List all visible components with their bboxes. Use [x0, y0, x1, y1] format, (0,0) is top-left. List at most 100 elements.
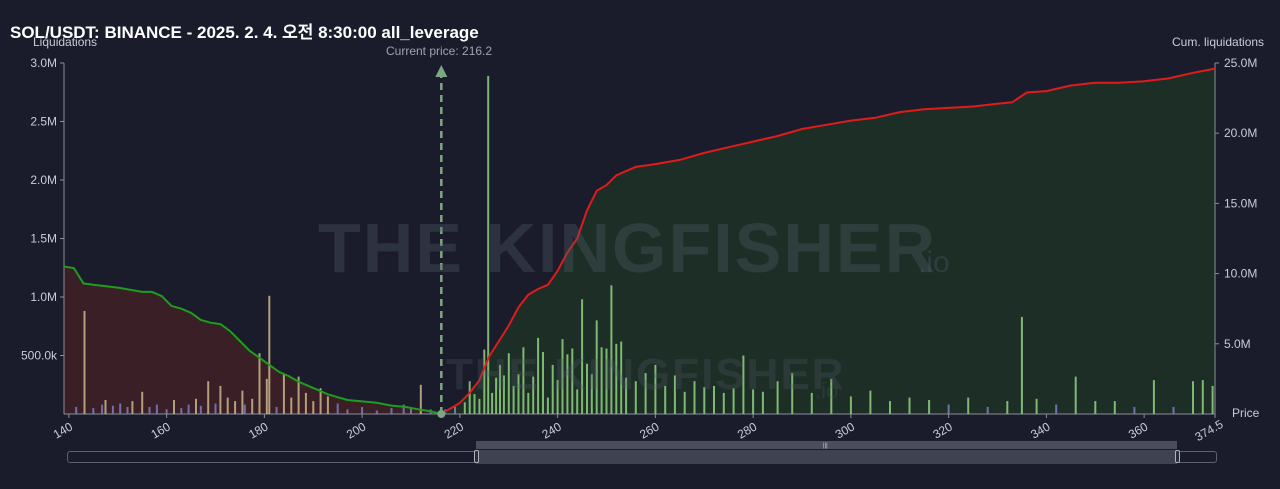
short-liquidation-bar	[527, 392, 530, 414]
x-axis-title: Price	[1232, 406, 1260, 420]
short-liquidation-bar	[512, 385, 515, 414]
long-liquidation-bar	[187, 404, 190, 414]
range-slider-window[interactable]	[476, 450, 1177, 464]
x-tick-label: 160	[148, 419, 173, 441]
short-liquidation-bar	[1006, 401, 1009, 414]
short-liquidation-bar	[620, 341, 623, 414]
short-liquidation-bar	[732, 388, 735, 414]
short-liquidation-bar	[1035, 398, 1038, 414]
long-liquidation-bar	[312, 401, 315, 414]
short-liquidation-bar	[566, 354, 569, 414]
range-slider-right-handle[interactable]	[1175, 450, 1180, 463]
range-slider-bar[interactable]	[476, 441, 1177, 449]
short-liquidation-bar	[776, 381, 779, 414]
short-liquidation-bar	[495, 377, 498, 414]
short-liquidation-bar	[693, 381, 696, 414]
long-liquidation-bar	[326, 396, 329, 414]
y2-tick-label: 20.0M	[1224, 126, 1257, 140]
short-liquidation-bar	[1113, 401, 1116, 414]
short-liquidation-bar	[673, 375, 676, 414]
long-liquidation-bar	[126, 407, 129, 414]
long-liquidation-bar	[241, 390, 244, 414]
x-tick-label: 280	[735, 419, 760, 441]
x-tick-label: 180	[246, 419, 271, 441]
short-liquidation-bar	[722, 392, 725, 414]
y-tick-label: 2.0M	[30, 173, 57, 187]
short-liquidation-bar	[947, 404, 950, 414]
long-liquidation-bar	[214, 403, 217, 414]
long-liquidation-bar	[304, 392, 307, 414]
long-liquidation-bar	[265, 378, 268, 414]
long-liquidation-bar	[226, 397, 229, 414]
x-tick-label: 260	[637, 419, 662, 441]
current-price-label: Current price: 216.2	[386, 44, 493, 58]
current-price-dot	[437, 410, 446, 418]
short-liquidation-bar	[542, 352, 544, 414]
long-liquidation-bar	[165, 409, 168, 414]
long-liquidation-bar	[390, 408, 393, 414]
long-liquidation-bar	[297, 376, 300, 414]
short-liquidation-bar	[654, 364, 657, 414]
short-liquidation-bar	[889, 401, 891, 414]
x-tick-label: 140	[51, 419, 76, 441]
short-liquidation-bar	[928, 400, 931, 414]
short-liquidation-bar	[561, 339, 564, 414]
short-liquidation-bar	[590, 374, 593, 414]
short-liquidation-bar	[752, 389, 755, 414]
y-tick-label: 1.0M	[30, 290, 57, 304]
short-liquidation-bar	[742, 355, 745, 414]
long-liquidation-bar	[243, 404, 246, 414]
short-liquidation-bar	[1152, 380, 1155, 414]
short-liquidation-bar	[551, 364, 554, 414]
long-liquidation-bar	[410, 407, 412, 414]
x-tick-label: 360	[1126, 419, 1151, 441]
long-liquidation-bar	[101, 404, 104, 414]
long-liquidation-bar	[131, 401, 134, 414]
long-liquidation-bar	[234, 401, 237, 414]
watermark-suffix-small: .io	[815, 378, 839, 403]
short-liquidation-bar	[664, 385, 667, 414]
long-liquidation-bar	[336, 403, 339, 414]
short-liquidation-bar	[1201, 380, 1204, 414]
short-liquidation-bar	[454, 407, 456, 414]
short-liquidation-bar	[761, 391, 764, 414]
range-slider-grip-icon[interactable]: |||	[823, 443, 828, 449]
short-liquidation-bar	[810, 392, 813, 414]
short-liquidation-bar	[468, 381, 471, 414]
long-liquidation-bar	[268, 295, 271, 414]
short-liquidation-bar	[556, 380, 559, 414]
long-liquidation-bar	[282, 374, 285, 414]
short-liquidation-bar	[605, 348, 608, 414]
short-liquidation-bar	[1133, 407, 1136, 414]
long-liquidation-bar	[141, 391, 144, 414]
short-liquidation-bar	[615, 343, 618, 414]
short-liquidation-bar	[1094, 401, 1097, 414]
short-liquidation-bar	[1055, 404, 1058, 414]
y-tick-label: 3.0M	[30, 56, 57, 70]
short-liquidation-bar	[713, 385, 715, 414]
long-liquidation-bar	[92, 408, 95, 414]
short-liquidation-bar	[849, 396, 852, 414]
range-slider-left-handle[interactable]	[474, 450, 479, 463]
short-liquidation-bar	[644, 373, 647, 414]
long-liquidation-bar	[346, 409, 349, 414]
long-liquidation-bar	[119, 403, 122, 414]
short-liquidation-bar	[634, 381, 637, 414]
x-tick-label: 300	[833, 419, 858, 441]
short-liquidation-bar	[967, 397, 970, 414]
long-liquidation-bar	[104, 400, 107, 414]
long-liquidation-bar	[402, 404, 405, 414]
long-liquidation-bar	[195, 398, 197, 414]
chart-title: SOL/USDT: BINANCE - 2025. 2. 4. 오전 8:30:…	[10, 23, 479, 42]
x-tick-label: 240	[539, 419, 564, 441]
short-liquidation-bar	[491, 392, 494, 414]
short-liquidation-bar	[830, 378, 833, 414]
short-liquidation-bar	[507, 353, 510, 414]
long-liquidation-bar	[275, 407, 278, 414]
y2-tick-label: 25.0M	[1224, 56, 1257, 70]
long-liquidation-bar	[375, 410, 378, 414]
x-tick-label: 220	[442, 419, 467, 441]
x-tick-label: 340	[1028, 419, 1053, 441]
